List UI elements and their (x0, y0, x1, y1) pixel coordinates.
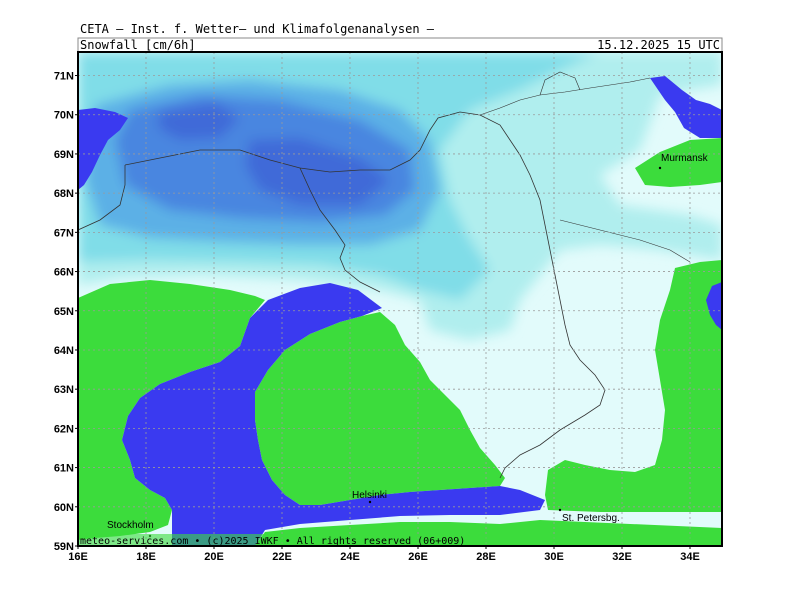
st-petersburg-marker (558, 508, 562, 512)
lat-tick-label: 69N (54, 149, 74, 161)
lat-tick-label: 65N (54, 306, 74, 318)
gulf-of-bothnia (122, 283, 545, 546)
axis-ticks: 59N 60N 61N 62N 63N 64N 65N 66N 67N 68N 69N 70N 71N 1… (54, 71, 700, 563)
lon-tick-label: 16E (68, 551, 88, 563)
lon-tick-label: 22E (272, 551, 292, 563)
lon-tick-label: 24E (340, 551, 360, 563)
norwegian-sea (78, 108, 128, 190)
land-sweden (78, 280, 265, 540)
graticule (78, 52, 722, 546)
copyright-footer: meteo-services.com • (c)2025 IWKF • All … (80, 536, 465, 547)
city-helsinki: Helsinki (352, 490, 387, 501)
map-frame (77, 51, 723, 547)
land-russia (545, 260, 722, 512)
city-murmansk: Murmansk (661, 153, 709, 164)
murmansk-marker (658, 166, 662, 170)
lat-tick-label: 70N (54, 110, 74, 122)
land-finland (255, 312, 505, 505)
city-st-petersburg: St. Petersbg. (562, 513, 620, 524)
lat-tick-label: 64N (54, 345, 74, 357)
lon-tick-label: 26E (408, 551, 428, 563)
coastlines (479, 71, 691, 263)
helsinki-marker (368, 500, 372, 504)
subtitle-frame (77, 37, 723, 53)
lon-tick-label: 30E (544, 551, 564, 563)
lon-tick-label: 34E (680, 551, 700, 563)
lon-tick-label: 28E (476, 551, 496, 563)
lon-tick-label: 32E (612, 551, 632, 563)
footer-band (78, 534, 722, 546)
lat-tick-label: 62N (54, 423, 74, 435)
white-sea (706, 282, 722, 330)
lat-tick-label: 67N (54, 227, 74, 239)
lat-tick-label: 61N (54, 463, 74, 475)
city-stockholm: Stockholm (107, 520, 154, 531)
source-label: CETA — Inst. f. Wetter— und Klimafolgena… (80, 22, 435, 36)
snow-band-6 (158, 102, 390, 205)
lat-tick-label: 63N (54, 384, 74, 396)
lon-tick-label: 18E (136, 551, 156, 563)
country-borders (78, 111, 606, 479)
land-kola (635, 138, 722, 187)
lat-tick-label: 59N (54, 541, 74, 553)
valid-time-label: 15.12.2025 15 UTC (597, 38, 720, 52)
lat-tick-label: 60N (54, 502, 74, 514)
barents-sea (650, 76, 722, 138)
sea-areas (78, 76, 722, 546)
lat-tick-label: 71N (54, 71, 74, 83)
variable-label: Snowfall [cm/6h] (80, 38, 196, 52)
lon-tick-label: 20E (204, 551, 224, 563)
lat-tick-label: 66N (54, 267, 74, 279)
lat-tick-label: 68N (54, 188, 74, 200)
